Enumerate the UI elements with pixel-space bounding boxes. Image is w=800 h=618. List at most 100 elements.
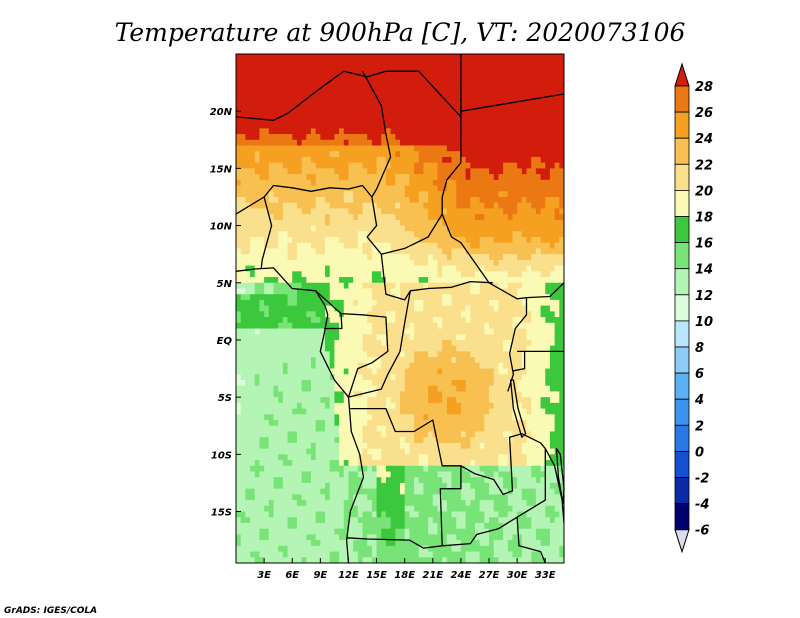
heatmap-cell — [404, 271, 410, 278]
heatmap-cell — [498, 437, 504, 444]
heatmap-cell — [306, 397, 312, 404]
heatmap-cell — [367, 448, 373, 455]
heatmap-cell — [456, 151, 462, 158]
heatmap-cell — [554, 196, 560, 204]
heatmap-cell — [250, 242, 256, 249]
heatmap-cell — [315, 379, 321, 387]
heatmap-cell — [301, 231, 307, 238]
heatmap-cell — [521, 242, 527, 249]
heatmap-cell — [432, 174, 438, 181]
heatmap-cell — [306, 414, 312, 421]
heatmap-cell — [357, 420, 363, 427]
heatmap-cell — [329, 408, 335, 415]
heatmap-cell — [315, 305, 321, 312]
heatmap-cell — [409, 196, 415, 204]
heatmap-cell — [306, 271, 312, 278]
heatmap-cell — [498, 254, 504, 261]
heatmap-cell — [395, 420, 401, 427]
heatmap-cell — [264, 248, 270, 255]
heatmap-cell — [470, 368, 476, 375]
heatmap-cell — [273, 214, 279, 221]
heatmap-cell — [442, 139, 448, 146]
heatmap-cell — [287, 105, 293, 112]
heatmap-cell — [498, 442, 504, 450]
heatmap-cell — [549, 420, 556, 427]
heatmap-cell — [545, 294, 551, 301]
heatmap-cell — [489, 431, 495, 438]
heatmap-cell — [353, 128, 359, 135]
heatmap-cell — [301, 237, 307, 244]
heatmap-cell — [376, 397, 382, 404]
heatmap-cell — [540, 402, 546, 409]
heatmap-cell — [493, 305, 499, 312]
heatmap-cell — [507, 76, 513, 83]
heatmap-cell — [545, 334, 551, 341]
heatmap-cell — [348, 288, 354, 295]
heatmap-cell — [273, 374, 279, 381]
heatmap-cell — [423, 185, 429, 192]
heatmap-cell — [282, 294, 288, 301]
heatmap-cell — [301, 128, 307, 135]
heatmap-cell — [400, 454, 406, 461]
heatmap-cell — [245, 248, 251, 255]
heatmap-cell — [465, 288, 471, 295]
heatmap-cell — [404, 179, 410, 186]
heatmap-cell — [353, 259, 359, 267]
heatmap-cell — [470, 420, 476, 427]
heatmap-cell — [339, 139, 345, 146]
heatmap-cell — [418, 282, 424, 289]
heatmap-cell — [264, 259, 270, 267]
heatmap-cell — [236, 288, 242, 295]
heatmap-cell — [320, 196, 326, 204]
heatmap-cell — [236, 151, 242, 158]
heatmap-cell — [559, 99, 565, 106]
heatmap-cell — [414, 162, 420, 169]
heatmap-cell — [489, 156, 495, 164]
heatmap-cell — [250, 185, 256, 192]
heatmap-cell — [348, 414, 354, 421]
heatmap-cell — [250, 191, 256, 198]
heatmap-cell — [428, 368, 434, 375]
heatmap-cell — [549, 225, 556, 232]
heatmap-cell — [451, 454, 457, 461]
heatmap-cell — [287, 402, 293, 409]
heatmap-cell — [460, 99, 466, 106]
heatmap-cell — [460, 391, 466, 398]
heatmap-cell — [446, 156, 452, 164]
heatmap-cell — [296, 145, 302, 152]
heatmap-cell — [259, 385, 265, 392]
heatmap-cell — [245, 345, 251, 352]
heatmap-cell — [432, 219, 438, 226]
heatmap-cell — [531, 277, 537, 284]
heatmap-cell — [395, 385, 401, 392]
heatmap-cell — [329, 454, 335, 461]
heatmap-cell — [292, 59, 298, 66]
heatmap-cell — [264, 442, 270, 450]
heatmap-cell — [381, 145, 387, 152]
heatmap-cell — [521, 345, 527, 352]
heatmap-cell — [460, 134, 466, 141]
heatmap-cell — [470, 345, 476, 352]
heatmap-cell — [310, 385, 317, 392]
heatmap-cell — [240, 431, 246, 438]
heatmap-cell — [254, 334, 260, 341]
heatmap-cell — [493, 156, 499, 164]
heatmap-cell — [296, 305, 302, 312]
heatmap-cell — [254, 414, 260, 421]
heatmap-cell — [545, 374, 551, 381]
heatmap-cell — [343, 402, 349, 409]
heatmap-cell — [549, 237, 556, 244]
heatmap-cell — [334, 299, 340, 307]
heatmap-cell — [409, 277, 415, 284]
heatmap-cell — [353, 328, 359, 335]
heatmap-cell — [451, 202, 457, 209]
heatmap-cell — [334, 454, 340, 461]
heatmap-cell — [250, 105, 256, 112]
heatmap-cell — [292, 265, 298, 272]
heatmap-cell — [400, 65, 406, 72]
heatmap-cell — [250, 368, 256, 375]
heatmap-cell — [334, 408, 340, 415]
heatmap-cell — [250, 414, 256, 421]
heatmap-cell — [549, 299, 556, 307]
heatmap-cell — [437, 94, 443, 101]
